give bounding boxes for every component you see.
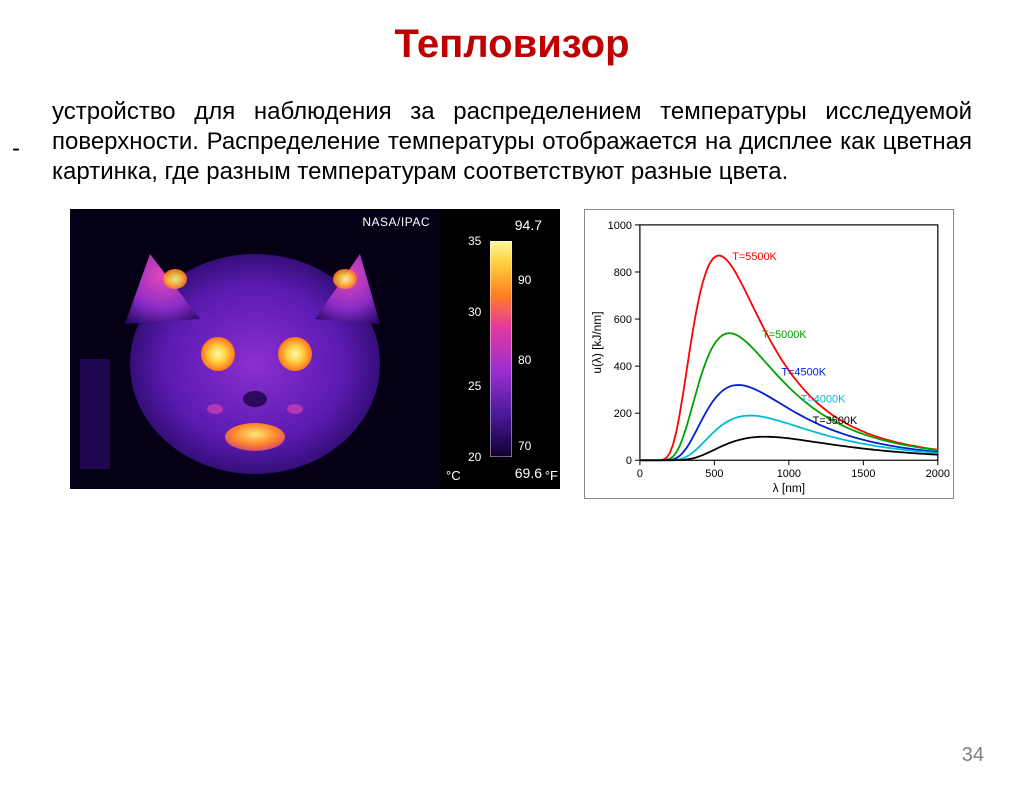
colorbar-unit-c: °C (446, 468, 461, 483)
thermal-image-block: NASA/IPAC 94.7 69.6 35 30 25 20 90 80 70 °C °… (70, 209, 560, 489)
colorbar-area: 94.7 69.6 35 30 25 20 90 80 70 °C °F (440, 209, 560, 489)
svg-text:400: 400 (614, 361, 632, 373)
thermal-dog-image (70, 209, 440, 489)
dog-nose (243, 391, 267, 407)
svg-text:0: 0 (637, 468, 643, 480)
colorbar-tick-right: 80 (518, 353, 531, 367)
colorbar-gradient (490, 241, 512, 457)
colorbar-tick-left: 20 (468, 450, 481, 464)
svg-text:T=4500K: T=4500K (781, 367, 826, 379)
svg-text:T=5000K: T=5000K (762, 329, 807, 341)
planck-chart: 050010001500200002004006008001000λ [nm]u… (584, 209, 954, 499)
colorbar-max-f: 94.7 (515, 217, 542, 233)
colorbar-tick-right: 70 (518, 439, 531, 453)
colorbar-tick-right: 90 (518, 273, 531, 287)
colorbar-min-f: 69.6 (515, 465, 542, 481)
svg-text:800: 800 (614, 267, 632, 279)
svg-text:u(λ) [kJ/nm]: u(λ) [kJ/nm] (590, 311, 604, 373)
dog-eye-left (201, 337, 235, 371)
svg-text:500: 500 (705, 468, 723, 480)
svg-text:0: 0 (626, 455, 632, 467)
svg-text:T=5500K: T=5500K (732, 251, 777, 263)
svg-text:T=3500K: T=3500K (813, 415, 858, 427)
figures-row: NASA/IPAC 94.7 69.6 35 30 25 20 90 80 70 °C °… (0, 209, 1024, 499)
svg-text:200: 200 (614, 408, 632, 420)
page-title: Тепловизор (0, 22, 1024, 67)
thermal-watermark: NASA/IPAC (362, 215, 430, 229)
dog-tongue (225, 423, 285, 451)
svg-text:T=4000K: T=4000K (801, 394, 846, 406)
colorbar-tick-left: 35 (468, 234, 481, 248)
colorbar-tick-left: 25 (468, 379, 481, 393)
colorbar-tick-left: 30 (468, 305, 481, 319)
svg-text:2000: 2000 (926, 468, 950, 480)
colorbar-unit-f: °F (545, 468, 558, 483)
svg-text:1000: 1000 (777, 468, 801, 480)
svg-text:1000: 1000 (608, 220, 632, 232)
svg-text:λ [nm]: λ [nm] (773, 481, 805, 495)
dog-eye-right (278, 337, 312, 371)
bullet-dash: - (12, 135, 20, 163)
svg-text:1500: 1500 (851, 468, 875, 480)
page-number: 34 (962, 744, 984, 767)
svg-text:600: 600 (614, 314, 632, 326)
body-paragraph: устройство для наблюдения за распределен… (52, 97, 972, 187)
